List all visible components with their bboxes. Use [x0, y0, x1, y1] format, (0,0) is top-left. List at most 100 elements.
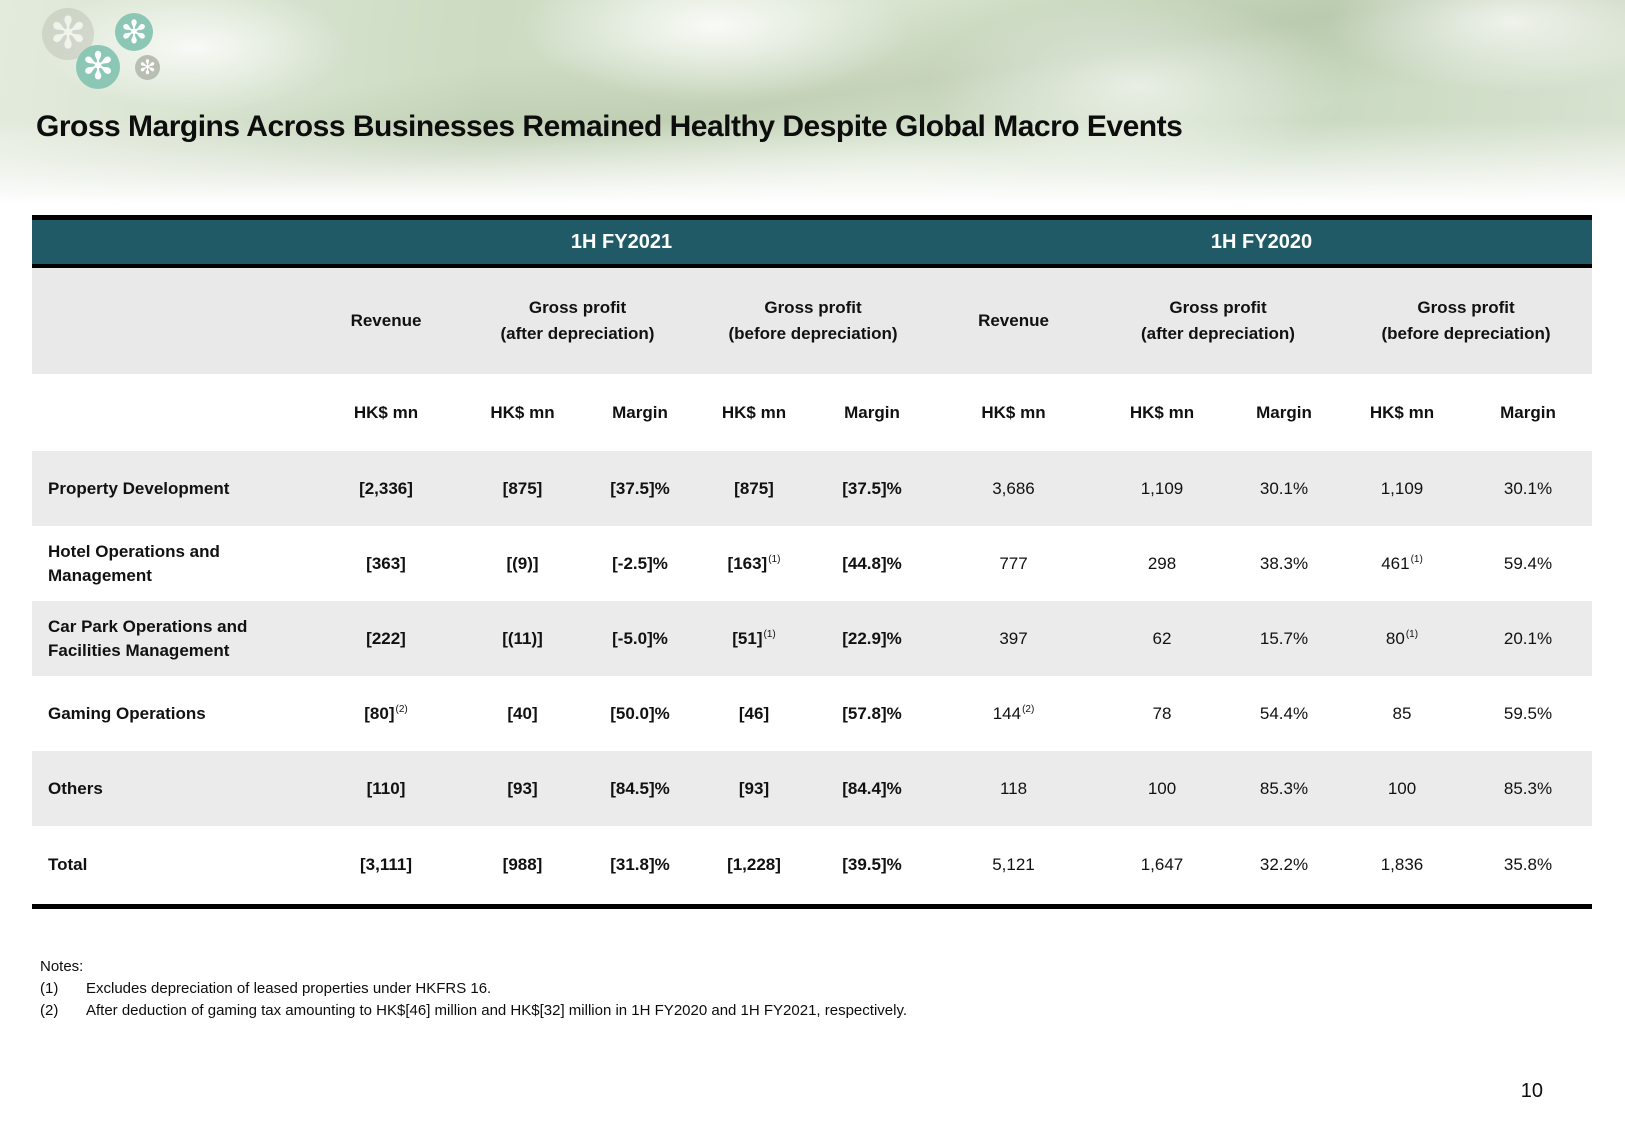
unit-header: HK$ mn	[695, 374, 813, 451]
row-label: Car Park Operations and Facilities Manag…	[32, 601, 312, 676]
unit-header: Margin	[1228, 374, 1340, 451]
foliage-banner: ✻ ✻ ✻ ✻	[0, 0, 1625, 215]
value-cell: 78	[1096, 676, 1228, 751]
value-cell: [84.5]%	[585, 751, 695, 826]
page-title: Gross Margins Across Businesses Remained…	[36, 110, 1183, 144]
value-cell: [31.8]%	[585, 826, 695, 909]
unit-header: Margin	[585, 374, 695, 451]
corner-cell	[32, 266, 312, 374]
value-cell: 85.3%	[1228, 751, 1340, 826]
unit-header: Margin	[813, 374, 931, 451]
period-header-fy2021: 1H FY2021	[312, 215, 931, 268]
value-cell: 80(1)	[1340, 601, 1464, 676]
value-cell: [-2.5]%	[585, 526, 695, 601]
col-header-gp-before: Gross profit (before depreciation)	[695, 266, 931, 374]
unit-header-row: HK$ mn HK$ mn Margin HK$ mn Margin HK$ m…	[32, 374, 1592, 451]
value-cell: 54.4%	[1228, 676, 1340, 751]
value-cell: [44.8]%	[813, 526, 931, 601]
note-item: (1) Excludes depreciation of leased prop…	[40, 978, 907, 1000]
col-header-line: Gross profit	[1417, 298, 1515, 317]
page-number: 10	[1520, 1080, 1543, 1102]
table-row: Hotel Operations and Management [363] [(9)…	[32, 526, 1592, 601]
col-header-revenue: Revenue	[931, 266, 1096, 374]
florette-icon: ✻	[120, 14, 148, 50]
row-label: Property Development	[32, 451, 312, 526]
value-cell: 85	[1340, 676, 1464, 751]
value-cell: [1,228]	[695, 826, 813, 909]
value-cell: [163](1)	[695, 526, 813, 601]
footnote-ref: (1)	[768, 553, 781, 565]
tree-medallion-icon: ✻	[76, 45, 120, 89]
table-body: Property Development [2,336] [875] [37.5]%[…	[32, 451, 1592, 909]
col-header-gp-before: Gross profit (before depreciation)	[1340, 266, 1592, 374]
note-text: After deduction of gaming tax amounting …	[86, 1002, 908, 1019]
value-cell: [988]	[460, 826, 585, 909]
table-row: Others [110] [93] [84.5]% [93] [84.4]% 118 100 8…	[32, 751, 1592, 826]
table-row: Car Park Operations and Facilities Manag…	[32, 601, 1592, 676]
col-header-line: (after depreciation)	[500, 324, 655, 343]
row-label: Total	[32, 826, 312, 909]
corner-cell	[32, 374, 312, 451]
value-cell: [40]	[460, 676, 585, 751]
value-cell: 30.1%	[1228, 451, 1340, 526]
value-cell: [80](2)	[312, 676, 460, 751]
value-cell: 397	[931, 601, 1096, 676]
col-header-line: Gross profit	[764, 298, 862, 317]
note-number: (2)	[40, 1002, 59, 1019]
unit-header: HK$ mn	[460, 374, 585, 451]
row-label: Hotel Operations and Management	[32, 526, 312, 601]
value-cell: [875]	[460, 451, 585, 526]
period-header-fy2020: 1H FY2020	[931, 215, 1592, 268]
florette-icon: ✻	[139, 56, 156, 79]
value-cell: 461(1)	[1340, 526, 1464, 601]
table-row: Gaming Operations [80](2) [40] [50.0]% [46][…	[32, 676, 1592, 751]
col-header-gp-after: Gross profit (after depreciation)	[1096, 266, 1340, 374]
value-cell: 144(2)	[931, 676, 1096, 751]
unit-header: HK$ mn	[312, 374, 460, 451]
value-cell: [875]	[695, 451, 813, 526]
footnote-ref: (1)	[1410, 553, 1423, 565]
value-cell: [363]	[312, 526, 460, 601]
footnote-ref: (1)	[763, 628, 776, 640]
value-cell: 777	[931, 526, 1096, 601]
col-header-line: Gross profit	[528, 298, 627, 317]
tree-medallion-icon: ✻	[42, 8, 94, 60]
value-cell: 85.3%	[1464, 751, 1592, 826]
value-cell: [2,336]	[312, 451, 460, 526]
value-cell: 5,121	[931, 826, 1096, 909]
note-number: (1)	[40, 980, 59, 997]
gross-margins-table: 1H FY2021 1H FY2020 Revenue Gross profit…	[32, 215, 1592, 909]
value-cell: [22.9]%	[813, 601, 931, 676]
value-cell: 1,109	[1096, 451, 1228, 526]
col-header-gp-after: Gross profit (after depreciation)	[460, 266, 695, 374]
notes-heading: Notes:	[40, 958, 84, 975]
unit-header: Margin	[1464, 374, 1592, 451]
value-cell: 1,836	[1340, 826, 1464, 909]
note-text: Excludes depreciation of leased properti…	[86, 980, 492, 997]
unit-header: HK$ mn	[1340, 374, 1464, 451]
tree-medallion-icon: ✻	[135, 55, 160, 80]
value-cell: 30.1%	[1464, 451, 1592, 526]
value-cell: 38.3%	[1228, 526, 1340, 601]
value-cell: [37.5]%	[585, 451, 695, 526]
value-cell: [110]	[312, 751, 460, 826]
row-label: Gaming Operations	[32, 676, 312, 751]
col-header-line: Gross profit	[1169, 298, 1267, 317]
footnote-ref: (1)	[1405, 628, 1419, 640]
col-header-line: (before depreciation)	[728, 324, 898, 343]
footnote-ref: (2)	[1022, 703, 1035, 715]
col-header-line: (after depreciation)	[1141, 324, 1295, 343]
period-header-row: 1H FY2021 1H FY2020	[32, 215, 1592, 268]
value-cell: 32.2%	[1228, 826, 1340, 909]
value-cell: 35.8%	[1464, 826, 1592, 909]
value-cell: 1,647	[1096, 826, 1228, 909]
value-cell: [222]	[312, 601, 460, 676]
value-cell: 298	[1096, 526, 1228, 601]
unit-header: HK$ mn	[931, 374, 1096, 451]
value-cell: [-5.0]%	[585, 601, 695, 676]
notes-section: Notes: (1) Excludes depreciation of leas…	[40, 956, 907, 1022]
value-cell: 62	[1096, 601, 1228, 676]
florette-icon: ✻	[49, 9, 87, 58]
value-cell: 100	[1340, 751, 1464, 826]
